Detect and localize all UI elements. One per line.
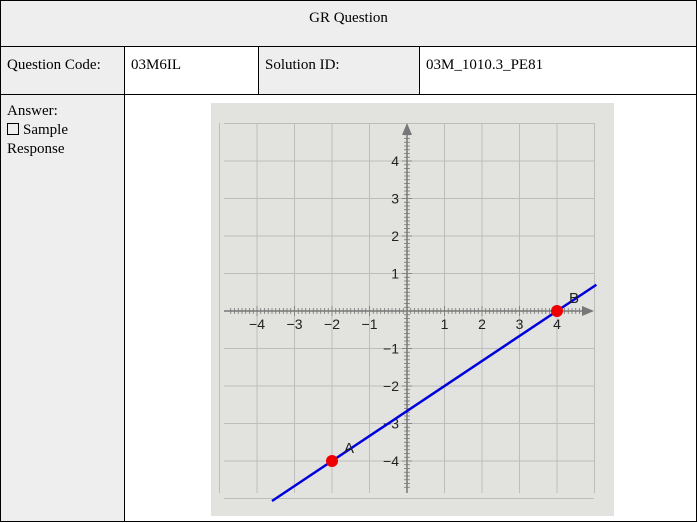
x-tick-label: 3 (516, 316, 524, 332)
sample-response-option[interactable]: Sample Response (7, 121, 118, 159)
solution-id-label: Solution ID: (259, 47, 420, 94)
x-tick-label: 4 (553, 316, 561, 332)
y-tick-label: −1 (383, 341, 399, 357)
x-tick-label: 1 (441, 316, 449, 332)
point-b (551, 305, 563, 317)
x-tick-label: −2 (324, 316, 340, 332)
x-tick-label: −4 (249, 316, 265, 332)
question-code-label: Question Code: (1, 47, 125, 94)
x-tick-label: −3 (287, 316, 303, 332)
x-tick-label: −1 (362, 316, 378, 332)
point-a (326, 455, 338, 467)
question-code-value: 03M6IL (125, 47, 259, 94)
graph-panel: −4 −3 −2 −1 1 2 3 4 −4 −3 −2 −1 1 2 3 4 A B (211, 103, 614, 516)
answer-cell: Answer: Sample Response (1, 95, 125, 521)
x-tick-label: 2 (478, 316, 486, 332)
sample-response-label: Sample Response (7, 122, 68, 157)
answer-row: Answer: Sample Response −4 −3 −2 −1 1 2 3 4 −4 −3… (1, 95, 696, 521)
meta-row: Question Code: 03M6IL Solution ID: 03M_1… (1, 47, 696, 95)
y-tick-label: 2 (391, 228, 399, 244)
y-tick-label: 3 (391, 191, 399, 207)
solution-id-value: 03M_1010.3_PE81 (420, 47, 696, 94)
y-tick-label: −4 (383, 453, 399, 469)
y-tick-label: 4 (391, 153, 399, 169)
point-label-a: A (344, 440, 354, 457)
point-label-b: B (569, 290, 579, 307)
page-title: GR Question (309, 10, 388, 26)
answer-label: Answer: (7, 103, 58, 119)
y-tick-label: −2 (383, 378, 399, 394)
y-axis-arrow-icon (402, 123, 412, 135)
title-row: GR Question (1, 1, 696, 47)
empty-checkbox-icon[interactable] (7, 123, 19, 135)
x-axis-arrow-icon (582, 306, 594, 316)
y-tick-label: 1 (391, 266, 399, 282)
plotted-line (271, 283, 598, 503)
